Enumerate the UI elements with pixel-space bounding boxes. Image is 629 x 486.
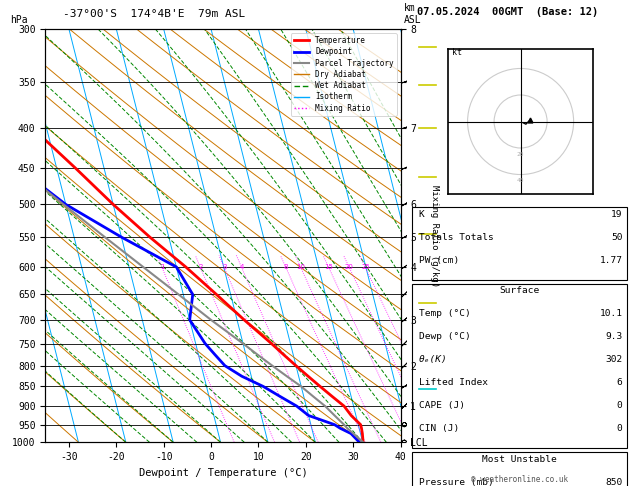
Text: Totals Totals: Totals Totals (419, 233, 494, 243)
Text: CIN (J): CIN (J) (419, 423, 459, 433)
Text: 20: 20 (345, 264, 353, 270)
Text: 07.05.2024  00GMT  (Base: 12): 07.05.2024 00GMT (Base: 12) (416, 7, 598, 17)
Text: 9.3: 9.3 (605, 332, 623, 341)
Text: 50: 50 (611, 233, 623, 243)
Text: Dewp (°C): Dewp (°C) (419, 332, 470, 341)
Text: km
ASL: km ASL (404, 3, 421, 25)
Text: 2: 2 (198, 264, 203, 270)
Text: 25: 25 (361, 264, 370, 270)
Text: hPa: hPa (10, 15, 28, 25)
Y-axis label: Mixing Ratio (g/kg): Mixing Ratio (g/kg) (430, 185, 439, 287)
Text: θₑ(K): θₑ(K) (419, 355, 447, 364)
Bar (412, 452, 627, 486)
Text: 10: 10 (296, 264, 306, 270)
Text: 850: 850 (605, 478, 623, 486)
Text: -37°00'S  174°4B'E  79m ASL: -37°00'S 174°4B'E 79m ASL (63, 9, 245, 19)
Text: 10.1: 10.1 (599, 309, 623, 318)
X-axis label: Dewpoint / Temperature (°C): Dewpoint / Temperature (°C) (138, 468, 308, 478)
Text: 19: 19 (611, 210, 623, 220)
Text: kt: kt (452, 48, 462, 57)
Text: 40: 40 (517, 178, 525, 184)
Text: Temp (°C): Temp (°C) (419, 309, 470, 318)
Text: K: K (419, 210, 425, 220)
Text: Most Unstable: Most Unstable (482, 455, 557, 464)
Text: 20: 20 (517, 152, 525, 157)
Text: 4: 4 (240, 264, 244, 270)
Text: 1: 1 (160, 264, 164, 270)
Text: Lifted Index: Lifted Index (419, 378, 487, 387)
Text: 302: 302 (605, 355, 623, 364)
Text: 3: 3 (222, 264, 226, 270)
Text: 0: 0 (616, 423, 623, 433)
Text: 1.77: 1.77 (599, 256, 623, 265)
Text: 15: 15 (325, 264, 333, 270)
Text: 0: 0 (616, 400, 623, 410)
Text: 6: 6 (616, 378, 623, 387)
Text: CAPE (J): CAPE (J) (419, 400, 465, 410)
Legend: Temperature, Dewpoint, Parcel Trajectory, Dry Adiabat, Wet Adiabat, Isotherm, Mi: Temperature, Dewpoint, Parcel Trajectory… (291, 33, 397, 116)
Text: © weatheronline.co.uk: © weatheronline.co.uk (471, 474, 568, 484)
Text: PW (cm): PW (cm) (419, 256, 459, 265)
Text: Surface: Surface (499, 286, 540, 295)
Text: Pressure (mb): Pressure (mb) (419, 478, 494, 486)
Text: 8: 8 (284, 264, 288, 270)
Bar (412, 207, 627, 279)
Bar (412, 283, 627, 448)
